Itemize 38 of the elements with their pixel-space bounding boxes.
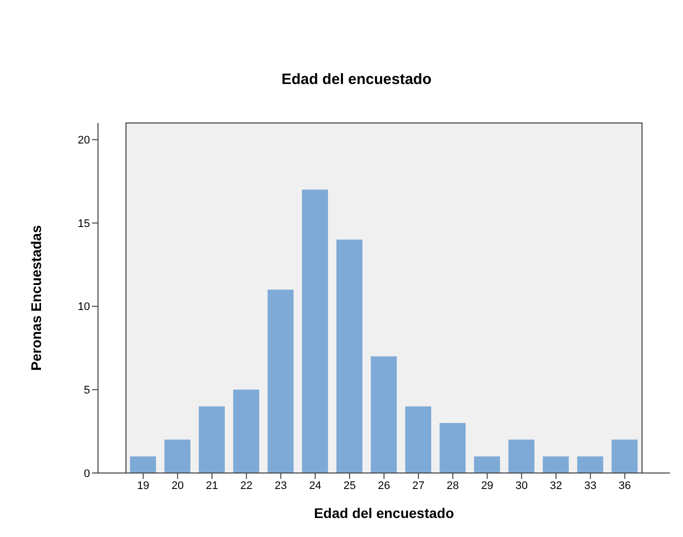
x-tick-label: 21 xyxy=(206,480,218,492)
x-tick-label: 19 xyxy=(137,480,150,492)
y-tick-label: 10 xyxy=(78,301,90,314)
x-axis-title: Edad del encuestado xyxy=(314,505,454,521)
chart-title: Edad del encuestado xyxy=(280,71,433,88)
x-tick-label: 22 xyxy=(240,480,253,492)
x-tick-label: 29 xyxy=(481,480,494,492)
y-tick-label: 15 xyxy=(78,218,90,230)
x-tick-label: 32 xyxy=(550,480,562,492)
bar xyxy=(508,440,534,473)
y-tick-label: 5 xyxy=(84,384,90,397)
bar xyxy=(542,456,569,473)
x-tick-label: 30 xyxy=(515,480,528,492)
bar xyxy=(302,190,328,473)
bar xyxy=(370,356,397,473)
y-tick-label: 20 xyxy=(78,134,90,147)
x-tick-label: 20 xyxy=(171,480,184,492)
x-tick-label: 25 xyxy=(343,480,356,492)
bar xyxy=(198,406,225,473)
bar xyxy=(164,440,190,473)
bar xyxy=(440,423,466,473)
bar xyxy=(336,240,362,473)
bar xyxy=(612,440,638,473)
bar xyxy=(474,456,500,473)
x-tick-label: 27 xyxy=(412,480,425,492)
x-tick-label: 23 xyxy=(274,480,287,492)
x-tick-label: 28 xyxy=(446,480,459,492)
bar xyxy=(233,390,260,473)
y-axis-title: Peronas Encuestadas xyxy=(28,225,44,371)
x-tick-label: 26 xyxy=(378,480,390,492)
x-tick-label: 36 xyxy=(618,480,631,492)
bar xyxy=(405,406,432,473)
y-tick-label: 0 xyxy=(84,468,90,480)
x-tick-label: 24 xyxy=(309,480,322,492)
x-tick-label: 33 xyxy=(584,480,597,492)
bar xyxy=(577,456,604,473)
bar xyxy=(268,290,294,473)
bar xyxy=(130,456,156,473)
